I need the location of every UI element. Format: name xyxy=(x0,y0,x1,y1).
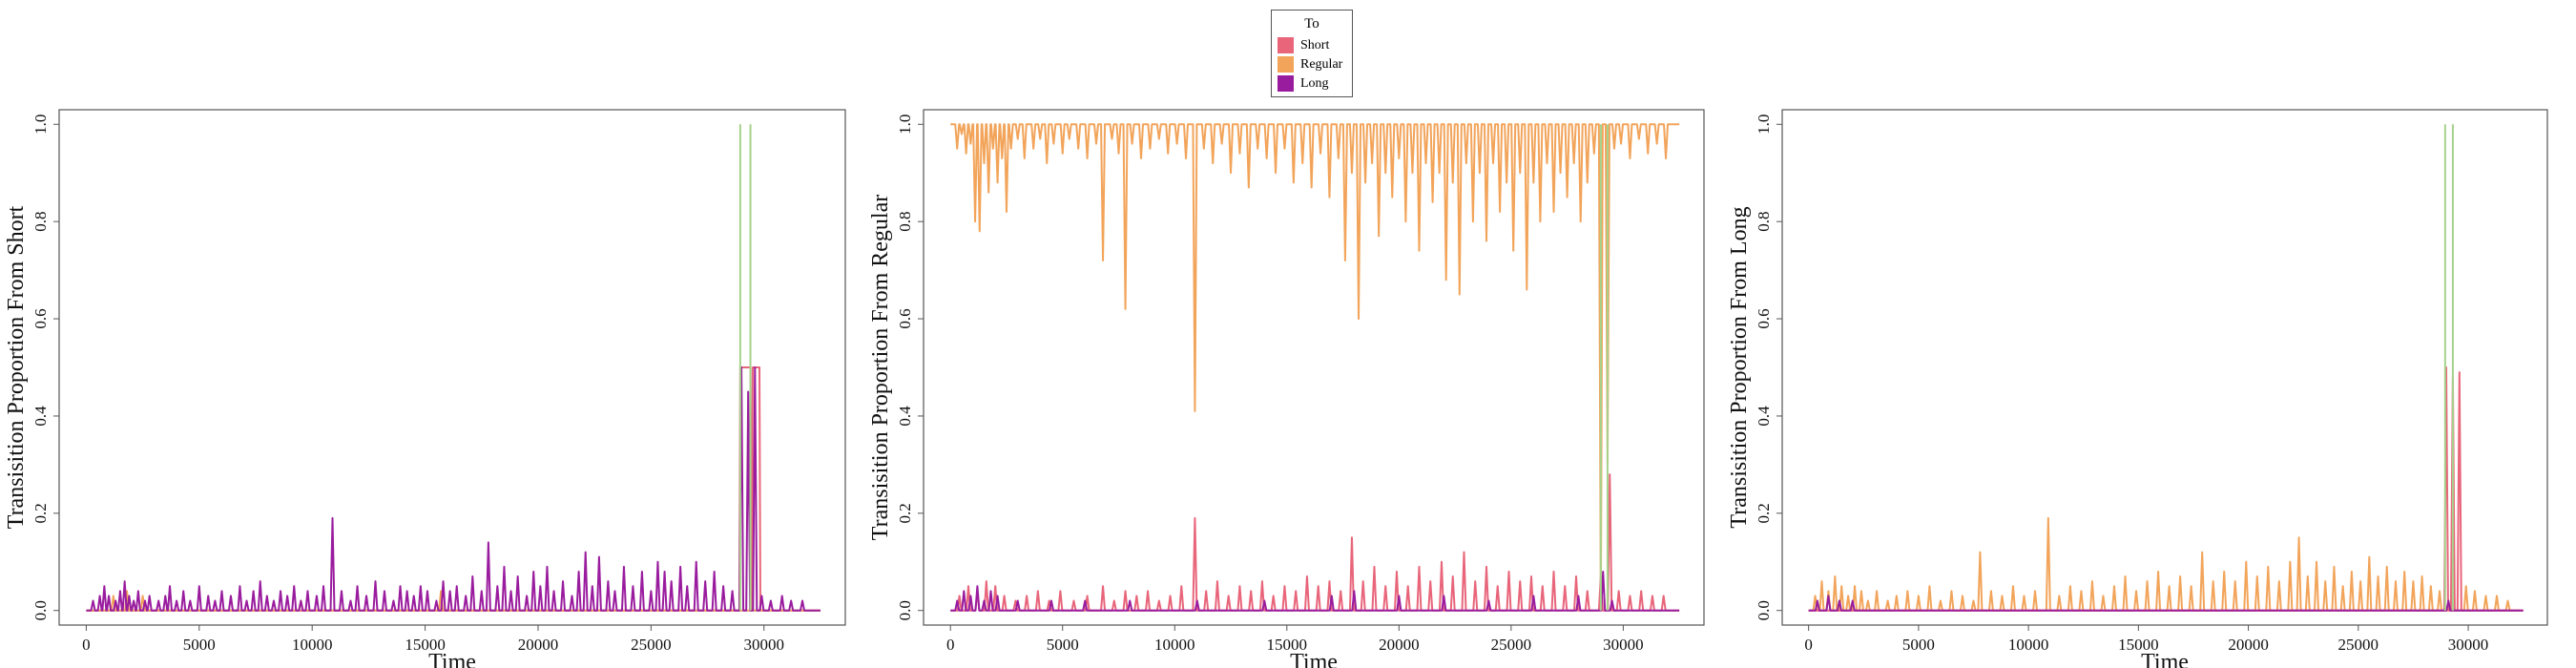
y-tick-label: 1.0 xyxy=(31,115,50,135)
legend-item-regular: Regular xyxy=(1278,56,1342,73)
series-line-short xyxy=(86,366,821,612)
x-tick-label: 20000 xyxy=(518,636,559,654)
legend-title: To xyxy=(1304,16,1319,31)
y-tick-label: 0.0 xyxy=(31,600,50,620)
y-tick-label: 0.4 xyxy=(896,406,914,427)
legend-label-long: Long xyxy=(1300,75,1329,91)
legend-swatch-regular xyxy=(1278,56,1294,73)
x-tick-label: 20000 xyxy=(2228,636,2269,654)
x-axis-title: Time xyxy=(428,650,476,668)
y-axis-title: Transisition Proportion From Regular xyxy=(868,195,893,540)
x-tick-label: 10000 xyxy=(2008,636,2049,654)
series-line-short xyxy=(1808,366,2524,612)
series-line-regular xyxy=(950,123,1680,612)
series-line-long xyxy=(86,366,821,612)
chart-panel-1: 0 5000 10000 15000 20000 25000 30000 0.0 0.2 0.4 0… xyxy=(4,109,846,668)
plot-frame xyxy=(58,109,846,626)
series-line-unlabeled xyxy=(1599,124,1609,611)
chart-panel-3: 0 5000 10000 15000 20000 25000 30000 0.0 0.2 0.4 0… xyxy=(1727,109,2548,668)
legend-item-short: Short xyxy=(1278,37,1329,53)
plot-frame xyxy=(1781,109,2548,626)
x-tick-label: 15000 xyxy=(1267,636,1308,654)
plot-frame xyxy=(923,109,1705,626)
y-tick-label: 0.2 xyxy=(896,503,914,523)
x-tick-label: 5000 xyxy=(183,636,216,654)
x-tick-label: 5000 xyxy=(1902,636,1935,654)
x-tick-label: 25000 xyxy=(631,636,672,654)
series-line-short xyxy=(950,473,1680,612)
x-tick-label: 30000 xyxy=(1603,636,1644,654)
y-tick-label: 1.0 xyxy=(1755,115,1773,135)
y-tick-label: 0.0 xyxy=(896,600,914,620)
series-line-regular xyxy=(86,590,821,612)
legend-item-long: Long xyxy=(1278,75,1329,92)
legend-label-short: Short xyxy=(1300,37,1330,52)
y-tick-label: 0.4 xyxy=(31,406,50,427)
x-tick-label: 0 xyxy=(1804,636,1813,654)
y-axis-title: Transisition Proportion From Short xyxy=(4,205,29,529)
series-line-long xyxy=(950,570,1680,612)
y-tick-label: 0.4 xyxy=(1755,406,1773,427)
x-tick-label: 15000 xyxy=(2118,636,2159,654)
series-line-unlabeled xyxy=(2443,124,2454,611)
x-tick-label: 5000 xyxy=(1047,636,1079,654)
y-tick-label: 0.8 xyxy=(31,212,50,232)
x-tick-label: 15000 xyxy=(405,636,446,654)
x-axis-title: Time xyxy=(2141,650,2189,668)
x-tick-label: 10000 xyxy=(1154,636,1195,654)
y-tick-label: 0.0 xyxy=(1755,600,1773,620)
x-tick-label: 25000 xyxy=(2338,636,2379,654)
legend-label-regular: Regular xyxy=(1300,56,1343,72)
y-tick-label: 0.8 xyxy=(896,212,914,232)
y-tick-label: 0.6 xyxy=(896,308,914,328)
x-tick-label: 0 xyxy=(946,636,955,654)
legend-swatch-long xyxy=(1278,75,1294,92)
y-tick-label: 0.2 xyxy=(31,503,50,523)
x-tick-label: 20000 xyxy=(1379,636,1420,654)
series-line-regular xyxy=(1808,516,2524,612)
legend-swatch-short xyxy=(1278,37,1294,53)
x-tick-label: 10000 xyxy=(292,636,333,654)
y-tick-label: 0.2 xyxy=(1755,503,1773,523)
y-tick-label: 0.6 xyxy=(1755,308,1773,328)
y-axis-title: Transisition Proportion From Long xyxy=(1727,206,1752,528)
legend: To Short Regular Long xyxy=(1271,10,1353,97)
series-line-unlabeled xyxy=(738,124,752,611)
x-tick-label: 0 xyxy=(82,636,91,654)
chart-panel-2: 0 5000 10000 15000 20000 25000 30000 0.0 0.2 0.4 0… xyxy=(868,109,1705,668)
y-tick-label: 0.8 xyxy=(1755,212,1773,232)
x-axis-title: Time xyxy=(1290,650,1338,668)
y-tick-label: 0.6 xyxy=(31,308,50,328)
x-tick-label: 30000 xyxy=(744,636,785,654)
x-tick-label: 25000 xyxy=(1491,636,1532,654)
series-line-long xyxy=(1808,595,2524,612)
x-tick-label: 30000 xyxy=(2448,636,2489,654)
y-tick-label: 1.0 xyxy=(896,115,914,135)
